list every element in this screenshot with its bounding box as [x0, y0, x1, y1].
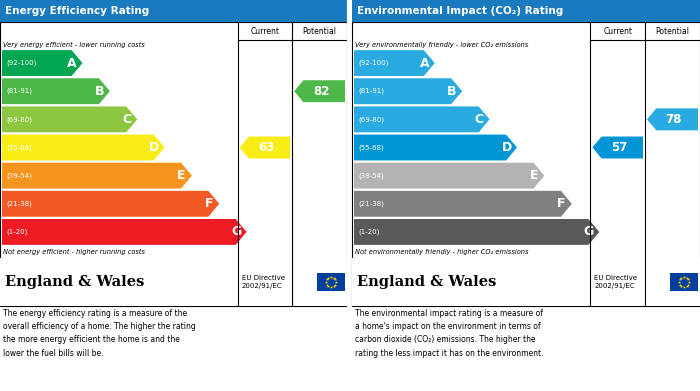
Text: Energy Efficiency Rating: Energy Efficiency Rating	[5, 6, 149, 16]
Text: Potential: Potential	[302, 27, 337, 36]
Polygon shape	[239, 136, 290, 158]
Polygon shape	[2, 50, 83, 76]
Text: (92-100): (92-100)	[358, 60, 388, 66]
Text: (69-80): (69-80)	[358, 116, 384, 123]
Text: EU Directive: EU Directive	[594, 275, 638, 281]
Text: B: B	[447, 85, 456, 98]
Text: (21-38): (21-38)	[6, 201, 32, 207]
Text: G: G	[584, 226, 594, 239]
Text: (39-54): (39-54)	[358, 172, 384, 179]
Text: B: B	[94, 85, 104, 98]
Text: (39-54): (39-54)	[6, 172, 32, 179]
Text: 78: 78	[666, 113, 682, 126]
Text: (1-20): (1-20)	[358, 229, 379, 235]
Text: 57: 57	[611, 141, 627, 154]
Polygon shape	[2, 191, 219, 217]
Polygon shape	[354, 219, 599, 245]
Bar	[0, 22, 347, 306]
Polygon shape	[647, 108, 698, 130]
Polygon shape	[354, 106, 489, 132]
Text: A: A	[67, 57, 77, 70]
Text: (81-91): (81-91)	[358, 88, 384, 95]
Text: Current: Current	[603, 27, 632, 36]
Polygon shape	[354, 78, 462, 104]
Bar	[0, 258, 347, 306]
Polygon shape	[2, 78, 110, 104]
Text: England & Wales: England & Wales	[5, 275, 144, 289]
Text: 82: 82	[313, 85, 329, 98]
Text: 63: 63	[258, 141, 274, 154]
Text: F: F	[204, 197, 213, 210]
Text: The environmental impact rating is a measure of
a home's impact on the environme: The environmental impact rating is a mea…	[355, 309, 543, 358]
Bar	[0, 0, 347, 22]
Polygon shape	[354, 50, 435, 76]
Text: C: C	[122, 113, 132, 126]
Polygon shape	[2, 163, 192, 188]
Text: Very environmentally friendly - lower CO₂ emissions: Very environmentally friendly - lower CO…	[355, 41, 528, 48]
Text: Environmental Impact (CO₂) Rating: Environmental Impact (CO₂) Rating	[357, 6, 564, 16]
Text: F: F	[557, 197, 566, 210]
Polygon shape	[2, 106, 137, 132]
Text: (55-68): (55-68)	[6, 144, 32, 151]
Text: (55-68): (55-68)	[358, 144, 384, 151]
Polygon shape	[294, 80, 345, 102]
Bar	[352, 258, 700, 306]
Text: (21-38): (21-38)	[358, 201, 384, 207]
Bar	[352, 22, 700, 306]
Text: D: D	[501, 141, 512, 154]
Text: E: E	[530, 169, 538, 182]
Text: England & Wales: England & Wales	[357, 275, 496, 289]
Text: Not environmentally friendly - higher CO₂ emissions: Not environmentally friendly - higher CO…	[355, 249, 528, 255]
Text: The energy efficiency rating is a measure of the
overall efficiency of a home. T: The energy efficiency rating is a measur…	[3, 309, 196, 358]
Polygon shape	[354, 163, 545, 188]
Polygon shape	[2, 135, 164, 160]
Text: A: A	[419, 57, 429, 70]
Text: (1-20): (1-20)	[6, 229, 27, 235]
Text: Current: Current	[251, 27, 279, 36]
Polygon shape	[354, 135, 517, 160]
Text: (81-91): (81-91)	[6, 88, 32, 95]
Text: EU Directive: EU Directive	[241, 275, 285, 281]
Text: Very energy efficient - lower running costs: Very energy efficient - lower running co…	[3, 41, 145, 48]
Text: (69-80): (69-80)	[6, 116, 32, 123]
Text: C: C	[475, 113, 484, 126]
Polygon shape	[354, 191, 572, 217]
Text: E: E	[177, 169, 186, 182]
Polygon shape	[592, 136, 643, 158]
Text: 2002/91/EC: 2002/91/EC	[241, 283, 282, 289]
Text: Not energy efficient - higher running costs: Not energy efficient - higher running co…	[3, 249, 145, 255]
Bar	[317, 273, 345, 291]
Text: 2002/91/EC: 2002/91/EC	[594, 283, 635, 289]
Polygon shape	[2, 219, 246, 245]
Text: G: G	[231, 226, 241, 239]
Bar	[670, 273, 698, 291]
Text: Potential: Potential	[655, 27, 690, 36]
Text: (92-100): (92-100)	[6, 60, 36, 66]
Text: D: D	[149, 141, 160, 154]
Bar	[352, 0, 700, 22]
